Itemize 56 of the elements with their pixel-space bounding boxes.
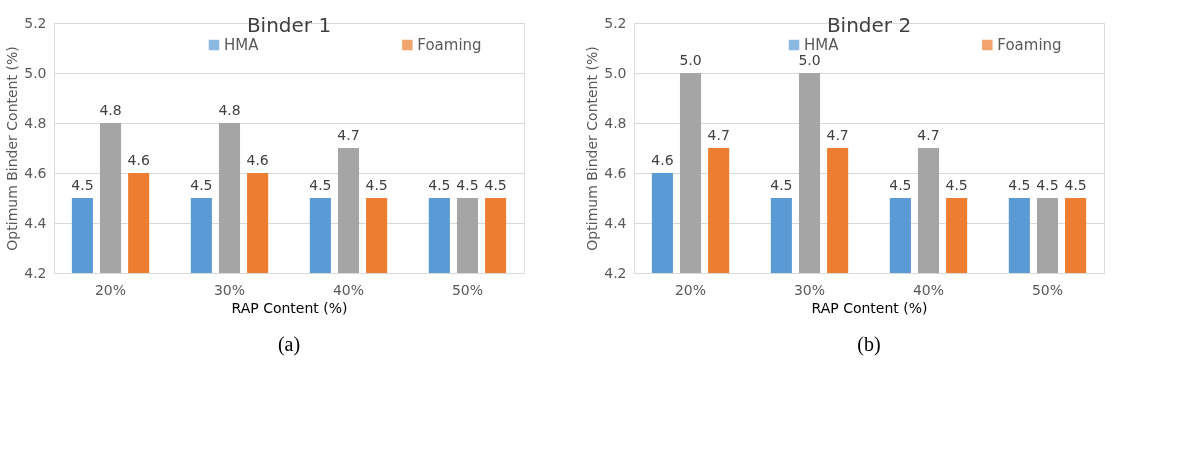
y-tick-label: 4.2: [24, 264, 47, 281]
data-label: 4.5: [309, 177, 332, 193]
legend-label: HMA: [804, 36, 840, 54]
y-tick-label: 4.6: [604, 164, 627, 181]
data-label: 4.5: [889, 177, 912, 193]
x-tick-label: 40%: [912, 281, 945, 298]
data-label: 4.5: [1036, 177, 1059, 193]
legend-label: Foaming: [417, 36, 482, 54]
chart-title: Binder 1: [246, 13, 332, 37]
data-label: 4.7: [917, 127, 940, 143]
data-label: 4.5: [428, 177, 451, 193]
x-tick-label: 40%: [332, 281, 365, 298]
x-tick-label: 30%: [213, 281, 246, 298]
y-tick-label: 4.8: [604, 114, 627, 131]
data-label: 4.6: [127, 152, 150, 168]
x-tick-label: 20%: [674, 281, 707, 298]
data-label: 4.6: [246, 152, 269, 168]
y-axis-title: Optimum Binder Content (%): [584, 46, 601, 251]
y-tick-label: 5.0: [604, 64, 627, 81]
data-label: 4.7: [707, 127, 730, 143]
data-label: 4.8: [99, 102, 122, 118]
y-tick-label: 4.4: [24, 214, 47, 231]
data-label: 4.6: [651, 152, 674, 168]
data-label: 4.5: [456, 177, 479, 193]
data-label: 4.7: [826, 127, 849, 143]
text: (a): [277, 333, 301, 356]
data-label: 5.0: [679, 52, 702, 68]
y-tick-label: 4.2: [604, 264, 627, 281]
x-tick-label: 30%: [793, 281, 826, 298]
y-tick-label: 4.8: [24, 114, 47, 131]
chart-title: Binder 2: [826, 13, 912, 37]
y-axis-title: Optimum Binder Content (%): [4, 46, 21, 251]
x-axis-title: RAP Content (%): [231, 299, 348, 316]
data-label: 4.5: [770, 177, 793, 193]
data-label: 4.5: [1008, 177, 1031, 193]
data-label: 4.5: [1064, 177, 1087, 193]
legend-label: Foaming: [997, 36, 1062, 54]
x-tick-label: 20%: [94, 281, 127, 298]
x-tick-label: 50%: [451, 281, 484, 298]
data-label: 4.5: [484, 177, 507, 193]
data-label: 5.0: [798, 52, 821, 68]
y-tick-label: 4.6: [24, 164, 47, 181]
y-tick-label: 5.2: [604, 14, 627, 31]
y-tick-label: 5.2: [24, 14, 47, 31]
data-label: 4.5: [190, 177, 213, 193]
x-axis-title: RAP Content (%): [811, 299, 928, 316]
data-label: 4.7: [337, 127, 360, 143]
data-label: 4.5: [365, 177, 388, 193]
data-label: 4.5: [71, 177, 94, 193]
text: (b): [857, 333, 881, 356]
data-label: 4.8: [218, 102, 241, 118]
y-tick-label: 5.0: [24, 64, 47, 81]
y-tick-label: 4.4: [604, 214, 627, 231]
legend-label: HMA: [224, 36, 260, 54]
x-tick-label: 50%: [1031, 281, 1064, 298]
data-label: 4.5: [945, 177, 968, 193]
